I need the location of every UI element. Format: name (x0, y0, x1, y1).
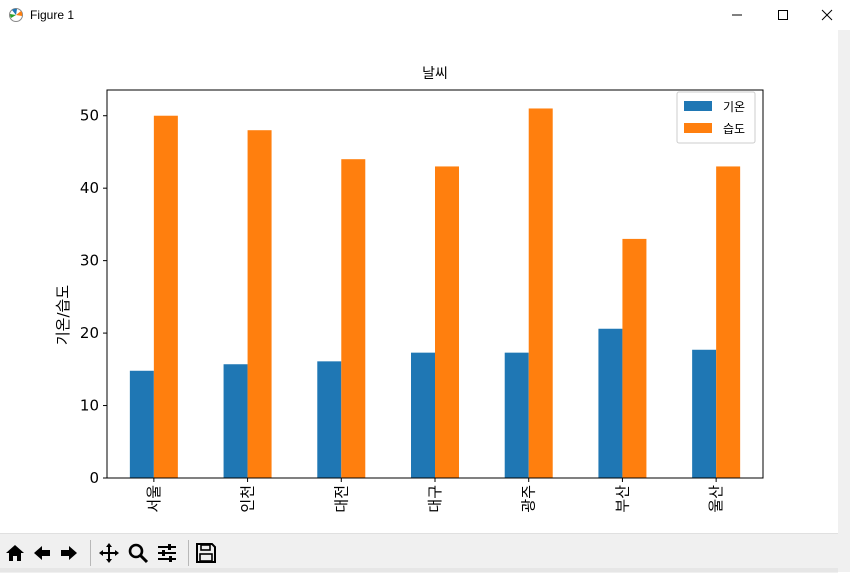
x-tick-label: 대전 (332, 485, 350, 513)
maximize-icon (778, 10, 788, 20)
bar-humidity-2 (341, 159, 366, 479)
chart-title: 날씨 (422, 66, 448, 82)
y-tick-label: 40 (80, 179, 99, 197)
y-tick-label: 0 (89, 469, 99, 487)
legend-swatch-humidity (684, 123, 712, 133)
status-strip (0, 568, 838, 572)
x-tick-label: 광주 (520, 485, 538, 513)
window-border (838, 30, 850, 572)
pan-button[interactable] (98, 542, 122, 566)
x-tick-label: 대구 (426, 485, 444, 513)
bar-temp-1 (223, 364, 248, 478)
x-tick-label: 서울 (145, 485, 163, 513)
back-icon (34, 546, 50, 560)
matplotlib-app-icon (9, 8, 23, 22)
bar-temp-5 (598, 328, 623, 478)
save-icon (196, 543, 216, 563)
bar-temp-4 (504, 352, 529, 478)
navigation-toolbar (0, 533, 838, 573)
bar-humidity-4 (528, 108, 553, 478)
bar-temp-6 (692, 349, 717, 478)
bar-humidity-0 (153, 115, 178, 479)
bar-temp-3 (411, 352, 435, 478)
bar-temp-2 (317, 361, 342, 478)
pan-icon (99, 543, 119, 563)
zoom-button[interactable] (127, 542, 151, 566)
home-icon (6, 545, 24, 561)
bar-temp-0 (129, 370, 154, 478)
save-button[interactable] (195, 542, 219, 566)
toolbar-separator (90, 540, 91, 566)
close-icon (821, 9, 833, 21)
legend-label-temp: 기온 (723, 100, 745, 114)
plot-frame (106, 89, 764, 479)
configure-subplots-icon (158, 544, 176, 562)
zoom-icon (128, 543, 149, 564)
y-tick-label: 10 (80, 397, 99, 415)
home-button[interactable] (4, 542, 28, 566)
window-title: Figure 1 (30, 8, 75, 22)
close-button[interactable] (804, 0, 850, 30)
toolbar-separator (188, 540, 189, 566)
y-axis-label: 기온/습도 (54, 285, 72, 345)
chart: 서울 인천 대전 대구 광주 부산 울산 0 10 20 30 40 50 날씨 기온/습도 기온 습도 (54, 66, 764, 513)
window-title-bar: Figure 1 (0, 0, 850, 31)
configure-subplots-button[interactable] (156, 542, 180, 566)
bar-humidity-6 (716, 166, 741, 478)
back-button[interactable] (31, 542, 55, 566)
legend-label-humidity: 습도 (723, 122, 745, 136)
minimize-icon (732, 14, 742, 16)
bar-humidity-1 (247, 130, 272, 478)
x-tick-label: 인천 (239, 485, 257, 513)
y-tick-label: 20 (80, 324, 99, 342)
y-tick-label: 30 (80, 252, 99, 270)
minimize-button[interactable] (714, 0, 760, 30)
x-tick-label: 부산 (613, 485, 631, 513)
bar-humidity-3 (435, 166, 459, 478)
bar-humidity-5 (622, 238, 647, 478)
x-tick-label: 울산 (707, 485, 725, 513)
forward-icon (61, 546, 77, 560)
legend-swatch-temp (684, 101, 712, 111)
y-tick-label: 50 (80, 107, 99, 125)
maximize-button[interactable] (760, 0, 806, 30)
forward-button[interactable] (58, 542, 82, 566)
legend: 기온 습도 (676, 91, 756, 144)
